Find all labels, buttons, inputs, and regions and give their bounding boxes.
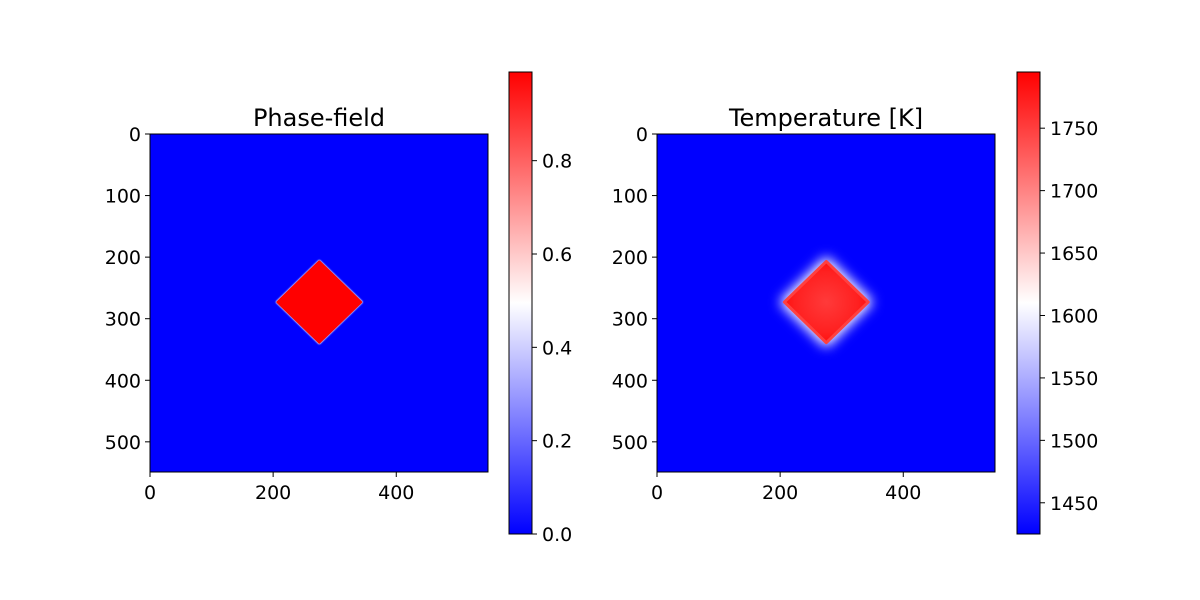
phase-field-colorbar-tick-label: 0.2 xyxy=(542,431,572,453)
phase-field-colorbar: 0.0 0.2 0.4 0.6 0.8 xyxy=(508,71,572,546)
temperature-colorbar-tick-label: 1600 xyxy=(1050,305,1098,327)
temperature-x-tick-label: 400 xyxy=(885,482,921,504)
phase-field-colorbar-ticks: 0.0 0.2 0.4 0.6 0.8 xyxy=(532,151,572,546)
temperature-x-tick-label: 0 xyxy=(651,482,663,504)
phase-field-y-tick-label: 500 xyxy=(105,432,141,454)
phase-field-colorbar-gradient xyxy=(508,71,533,535)
phase-field-colorbar-tick-label: 0.0 xyxy=(542,524,572,546)
temperature-y-tick-label: 200 xyxy=(612,247,648,269)
phase-field-colorbar-tick-label: 0.8 xyxy=(542,151,572,173)
temperature-y-tick-label: 400 xyxy=(612,370,648,392)
phase-field-plot-area xyxy=(149,133,489,473)
phase-field-solid-region xyxy=(276,260,363,344)
temperature-x-axis: 0 200 400 xyxy=(651,472,921,504)
temperature-y-axis: 0 100 200 300 400 500 xyxy=(612,124,657,454)
phase-field-y-tick-label: 300 xyxy=(105,309,141,331)
temperature-colorbar: 1450 1500 1550 1600 1650 1700 1750 xyxy=(1016,71,1098,535)
temperature-colorbar-tick-label: 1450 xyxy=(1050,493,1098,515)
phase-field-panel: Phase-field 0 200 400 0 100 200 300 400 500 0.0… xyxy=(105,71,572,546)
temperature-colorbar-tick-label: 1750 xyxy=(1050,118,1098,140)
phase-field-axes-frame xyxy=(149,133,489,473)
temperature-hot-region xyxy=(782,259,870,345)
temperature-y-tick-label: 500 xyxy=(612,432,648,454)
phase-field-colorbar-tick-label: 0.6 xyxy=(542,244,572,266)
temperature-colorbar-gradient xyxy=(1016,71,1041,535)
temperature-title: Temperature [K] xyxy=(728,104,923,132)
phase-field-y-tick-label: 100 xyxy=(105,186,141,208)
temperature-colorbar-tick-label: 1700 xyxy=(1050,181,1098,203)
phase-field-y-axis: 0 100 200 300 400 500 xyxy=(105,124,150,454)
phase-field-x-axis: 0 200 400 xyxy=(144,472,414,504)
temperature-y-tick-label: 0 xyxy=(636,124,648,146)
phase-field-colorbar-tick-label: 0.4 xyxy=(542,337,572,359)
phase-field-x-tick-label: 0 xyxy=(144,482,156,504)
phase-field-y-tick-label: 400 xyxy=(105,370,141,392)
temperature-colorbar-tick-label: 1500 xyxy=(1050,430,1098,452)
phase-field-x-tick-label: 200 xyxy=(255,482,291,504)
temperature-colorbar-ticks: 1450 1500 1550 1600 1650 1700 1750 xyxy=(1040,118,1098,515)
temperature-x-tick-label: 200 xyxy=(762,482,798,504)
phase-field-x-tick-label: 400 xyxy=(378,482,414,504)
temperature-colorbar-tick-label: 1650 xyxy=(1050,243,1098,265)
phase-field-y-tick-label: 0 xyxy=(129,124,141,146)
temperature-axes-frame xyxy=(656,133,996,473)
temperature-panel: Temperature [K] 0 200 400 0 100 200 300 400 500… xyxy=(612,71,1098,535)
phase-field-y-tick-label: 200 xyxy=(105,247,141,269)
temperature-y-tick-label: 100 xyxy=(612,186,648,208)
temperature-plot-area xyxy=(656,133,996,473)
temperature-y-tick-label: 300 xyxy=(612,309,648,331)
temperature-colorbar-tick-label: 1550 xyxy=(1050,368,1098,390)
phase-field-title: Phase-field xyxy=(253,104,385,132)
